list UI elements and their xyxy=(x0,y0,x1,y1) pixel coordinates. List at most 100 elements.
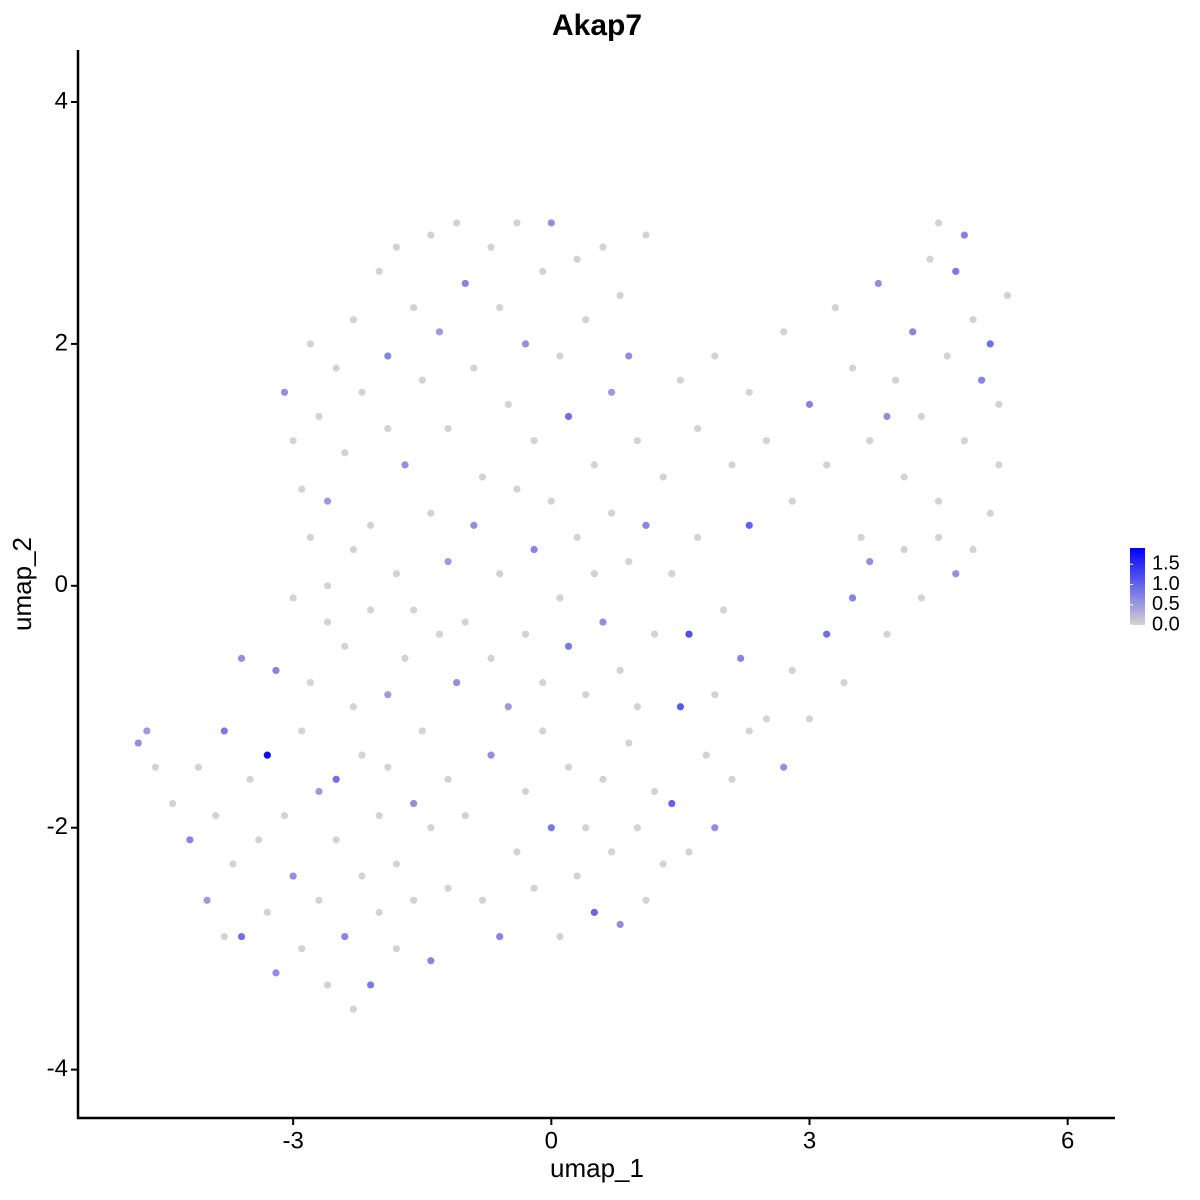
point xyxy=(805,715,814,723)
point xyxy=(444,884,452,892)
point xyxy=(900,473,908,481)
point xyxy=(917,594,925,602)
point xyxy=(453,219,461,227)
point xyxy=(212,812,220,820)
point xyxy=(401,461,409,469)
point xyxy=(358,872,366,880)
point xyxy=(728,775,736,783)
point xyxy=(461,618,469,626)
point xyxy=(564,412,573,421)
point xyxy=(392,945,401,953)
point xyxy=(453,678,461,687)
point xyxy=(900,545,908,554)
colorbar-tick-label: 1.0 xyxy=(1152,573,1180,595)
point xyxy=(263,908,271,916)
point xyxy=(745,388,753,396)
x-tick-label: -3 xyxy=(282,1127,303,1154)
point xyxy=(470,364,478,372)
point xyxy=(633,824,641,832)
point xyxy=(410,304,418,312)
point xyxy=(366,606,375,614)
point xyxy=(151,763,160,771)
point xyxy=(461,812,469,820)
point xyxy=(866,558,874,566)
point xyxy=(547,824,555,832)
point xyxy=(960,231,968,239)
point xyxy=(220,932,228,941)
point xyxy=(194,763,203,771)
point xyxy=(590,570,598,578)
point xyxy=(349,545,357,554)
point xyxy=(969,316,977,324)
point xyxy=(642,521,650,529)
point xyxy=(883,630,891,638)
point xyxy=(556,594,564,602)
point xyxy=(298,485,306,493)
point xyxy=(694,533,702,542)
point xyxy=(358,751,366,759)
point xyxy=(952,570,960,578)
point xyxy=(427,824,435,832)
point xyxy=(410,606,418,614)
point xyxy=(384,763,392,771)
point xyxy=(590,461,598,469)
point xyxy=(616,666,624,675)
point xyxy=(289,872,297,880)
point xyxy=(625,352,633,360)
point xyxy=(280,388,289,396)
point xyxy=(745,727,753,735)
point xyxy=(883,412,891,421)
point xyxy=(521,340,530,348)
point xyxy=(582,691,590,699)
point xyxy=(788,497,796,505)
point xyxy=(521,787,530,796)
point xyxy=(392,243,401,251)
point xyxy=(685,848,693,856)
point xyxy=(719,606,728,614)
point xyxy=(788,666,796,675)
point xyxy=(607,388,616,396)
point xyxy=(874,279,882,288)
point xyxy=(513,485,521,493)
point xyxy=(246,775,254,783)
point xyxy=(573,255,581,263)
point xyxy=(762,437,771,445)
colorbar-tick-label: 1.5 xyxy=(1152,552,1180,574)
point xyxy=(444,558,452,566)
point xyxy=(186,836,194,844)
point xyxy=(650,787,659,796)
point xyxy=(237,932,246,941)
point xyxy=(866,437,874,445)
point xyxy=(289,594,297,602)
x-tick-label: 0 xyxy=(545,1127,558,1154)
point xyxy=(272,666,280,675)
point xyxy=(650,630,659,638)
point xyxy=(272,969,280,977)
point xyxy=(995,461,1003,469)
point xyxy=(978,376,986,384)
point xyxy=(745,521,753,529)
y-tick-label: 0 xyxy=(55,571,68,598)
point xyxy=(435,630,444,638)
point xyxy=(435,328,444,336)
point xyxy=(616,920,624,929)
point xyxy=(633,703,641,711)
point xyxy=(986,340,994,348)
point xyxy=(599,775,607,783)
point xyxy=(323,618,332,626)
point xyxy=(392,570,401,578)
x-axis-label: umap_1 xyxy=(550,1153,644,1183)
point xyxy=(478,896,487,904)
point xyxy=(315,412,323,421)
point xyxy=(496,570,504,578)
point xyxy=(539,727,547,735)
point xyxy=(857,533,865,542)
point xyxy=(625,558,633,566)
y-axis-label: umap_2 xyxy=(7,537,37,631)
point xyxy=(349,316,357,324)
point xyxy=(341,449,349,457)
point xyxy=(668,799,676,808)
point xyxy=(392,860,401,868)
point xyxy=(711,691,719,699)
point xyxy=(470,521,478,529)
